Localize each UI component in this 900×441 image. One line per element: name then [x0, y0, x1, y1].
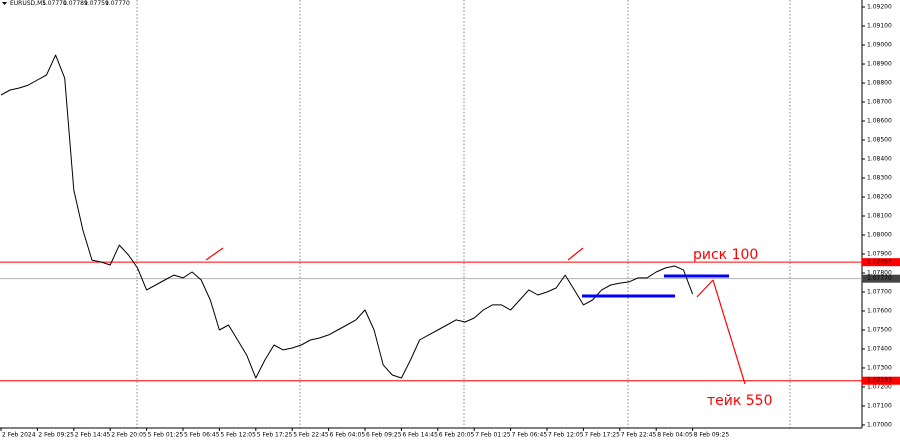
x-tick-label: 5 Feb 12:05	[220, 432, 256, 439]
take-arrow	[712, 279, 746, 385]
x-tick-label: 7 Feb 17:25	[584, 432, 620, 439]
annotation-strokes	[205, 247, 746, 385]
ohlc-close: 1.07770	[105, 0, 130, 7]
x-tick-label: 6 Feb 09:25	[366, 432, 402, 439]
x-tick-label: 8 Feb 09:25	[694, 432, 730, 439]
ohlc-high: 1.07789	[63, 0, 88, 7]
y-tick-label: 1.09000	[867, 42, 892, 49]
y-tick-label: 1.08200	[867, 193, 892, 200]
x-tick-label: 5 Feb 22:45	[293, 432, 329, 439]
take-label: тейк 550	[707, 393, 773, 409]
risk-label: риск 100	[693, 247, 758, 263]
y-tick-label: 1.07800	[867, 269, 892, 276]
x-tick-label: 6 Feb 20:05	[439, 432, 475, 439]
period-separators	[136, 0, 791, 428]
x-tick-label: 7 Feb 06:45	[512, 432, 548, 439]
level-box	[862, 376, 900, 385]
y-tick-label: 1.08900	[867, 61, 892, 68]
y-tick-label: 1.08500	[867, 137, 892, 144]
y-tick-label: 1.08800	[867, 80, 892, 87]
menu-triangle[interactable]	[2, 2, 7, 5]
x-tick-label: 6 Feb 04:05	[330, 432, 366, 439]
y-tick-label: 1.08700	[867, 99, 892, 106]
ohlc-open: 1.07770	[42, 0, 67, 7]
x-tick-label: 7 Feb 12:05	[548, 432, 584, 439]
x-tick-label: 5 Feb 06:45	[184, 432, 220, 439]
mark-stroke	[567, 247, 584, 261]
y-tick-label: 1.08000	[867, 231, 892, 238]
level-label: 1.07233	[867, 377, 892, 384]
x-tick-label: 6 Feb 14:45	[402, 432, 438, 439]
y-tick-label: 1.07300	[867, 364, 892, 371]
y-tick-label: 1.08100	[867, 212, 892, 219]
mark-stroke	[205, 247, 224, 261]
y-tick-label: 1.07200	[867, 383, 892, 390]
y-tick-label: 1.09100	[867, 23, 892, 30]
level-box	[862, 274, 900, 283]
x-tick-label: 2 Feb 14:45	[75, 432, 111, 439]
risk-stroke	[696, 279, 714, 298]
y-tick-label: 1.08600	[867, 118, 892, 125]
x-tick-label: 7 Feb 22:45	[621, 432, 657, 439]
y-tick-label: 1.08400	[867, 156, 892, 163]
level-box	[862, 258, 900, 267]
x-tick-label: 8 Feb 04:05	[657, 432, 693, 439]
y-tick-label: 1.09200	[867, 4, 892, 11]
y-tick-label: 1.07400	[867, 345, 892, 352]
x-tick-label: 5 Feb 17:25	[257, 432, 293, 439]
ohlc-low: 1.07759	[84, 0, 109, 7]
x-tick-label: 2 Feb 09:25	[38, 432, 74, 439]
symbol: EURUSD,M5	[10, 0, 46, 7]
y-tick-label: 1.07900	[867, 250, 892, 257]
y-tick-label: 1.07100	[867, 402, 892, 409]
level-label: 1.07857	[867, 259, 892, 266]
y-tick-label: 1.07700	[867, 288, 892, 295]
y-tick-label: 1.07000	[867, 421, 892, 428]
y-tick-label: 1.07500	[867, 326, 892, 333]
y-tick-label: 1.07600	[867, 307, 892, 314]
price-line	[0, 54, 694, 379]
x-tick-label: 2 Feb 20:05	[111, 432, 147, 439]
y-tick-label: 1.08300	[867, 175, 892, 182]
x-tick-label: 2 Feb 2024	[2, 432, 36, 439]
x-tick-label: 7 Feb 01:25	[475, 432, 511, 439]
level-label: 1.07770	[867, 275, 892, 282]
x-tick-label: 5 Feb 01:25	[148, 432, 184, 439]
